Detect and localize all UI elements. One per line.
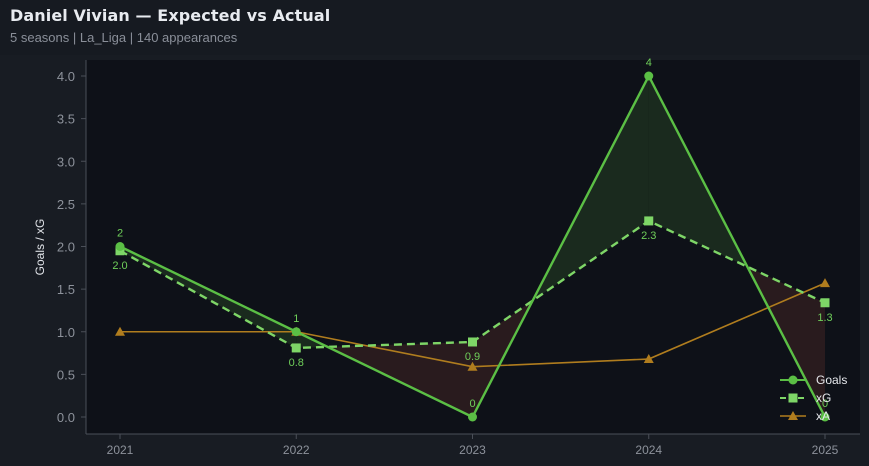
y-tick-label: 2.0 <box>57 240 75 255</box>
y-tick-label: 1.5 <box>57 282 75 297</box>
svg-text:xA: xA <box>816 409 830 423</box>
xg-value-label: 2.3 <box>641 230 656 242</box>
x-tick-label: 2021 <box>107 443 134 457</box>
legend: Goals xG xA <box>780 373 847 423</box>
xg-marker <box>820 298 830 308</box>
goals-marker <box>820 412 830 422</box>
y-tick-label: 3.5 <box>57 112 75 127</box>
square-marker-icon <box>788 393 798 403</box>
xa-marker <box>115 326 125 336</box>
xa-marker <box>643 354 654 364</box>
xg-marker <box>644 216 654 226</box>
legend-item-xg: xG <box>780 391 831 405</box>
triangle-marker-icon <box>788 411 798 420</box>
xa-marker <box>820 278 830 288</box>
legend-item-xa: xA <box>780 409 830 423</box>
xg-marker <box>291 343 301 353</box>
y-tick-label: 1.0 <box>57 325 75 340</box>
y-tick-label: 0.0 <box>57 410 75 425</box>
goals-marker <box>115 242 125 251</box>
goals-value-label: 0 <box>822 398 828 410</box>
x-axis-ticks: 2021 2022 2023 2024 2025 <box>107 434 839 457</box>
y-tick-label: 0.5 <box>57 367 75 382</box>
goals-value-label: 2 <box>117 228 123 240</box>
goals-value-label: 4 <box>646 57 652 69</box>
x-tick-label: 2025 <box>812 443 839 457</box>
chart-title: Daniel Vivian — Expected vs Actual <box>10 6 331 25</box>
chart-header: Daniel Vivian — Expected vs Actual 5 sea… <box>0 0 869 55</box>
y-tick-label: 3.0 <box>57 154 75 169</box>
xa-marker <box>467 361 478 371</box>
x-tick-label: 2022 <box>283 443 310 457</box>
xg-value-label: 1.3 <box>817 312 832 324</box>
circle-marker-icon <box>788 375 798 385</box>
y-tick-label: 4.0 <box>57 69 75 84</box>
svg-text:xG: xG <box>816 391 831 405</box>
goals-value-label: 0 <box>469 398 475 410</box>
x-tick-label: 2023 <box>459 443 486 457</box>
xg-value-label: 0.8 <box>289 357 304 369</box>
xg-value-label: 2.0 <box>112 260 127 272</box>
y-axis-ticks: 0.0 0.5 1.0 1.5 2.0 2.5 3.0 3.5 4.0 <box>57 69 86 425</box>
data-labels: 2 1 0 4 0 2.0 0.8 0.9 2.3 1.3 <box>112 57 832 410</box>
legend-item-goals: Goals <box>780 373 847 387</box>
y-tick-label: 2.5 <box>57 197 75 212</box>
goals-marker <box>468 412 477 422</box>
goals-marker <box>291 327 301 337</box>
goals-value-label: 1 <box>293 313 299 325</box>
xg-marker <box>468 337 477 347</box>
svg-text:Goals: Goals <box>816 373 847 387</box>
y-axis-label: Goals / xG <box>33 219 47 276</box>
goals-marker <box>644 71 654 81</box>
x-tick-label: 2024 <box>635 443 662 457</box>
series-lines <box>115 71 830 422</box>
xg-value-label: 0.9 <box>465 351 480 363</box>
chart-subtitle: 5 seasons | La_Liga | 140 appearances <box>10 30 238 45</box>
